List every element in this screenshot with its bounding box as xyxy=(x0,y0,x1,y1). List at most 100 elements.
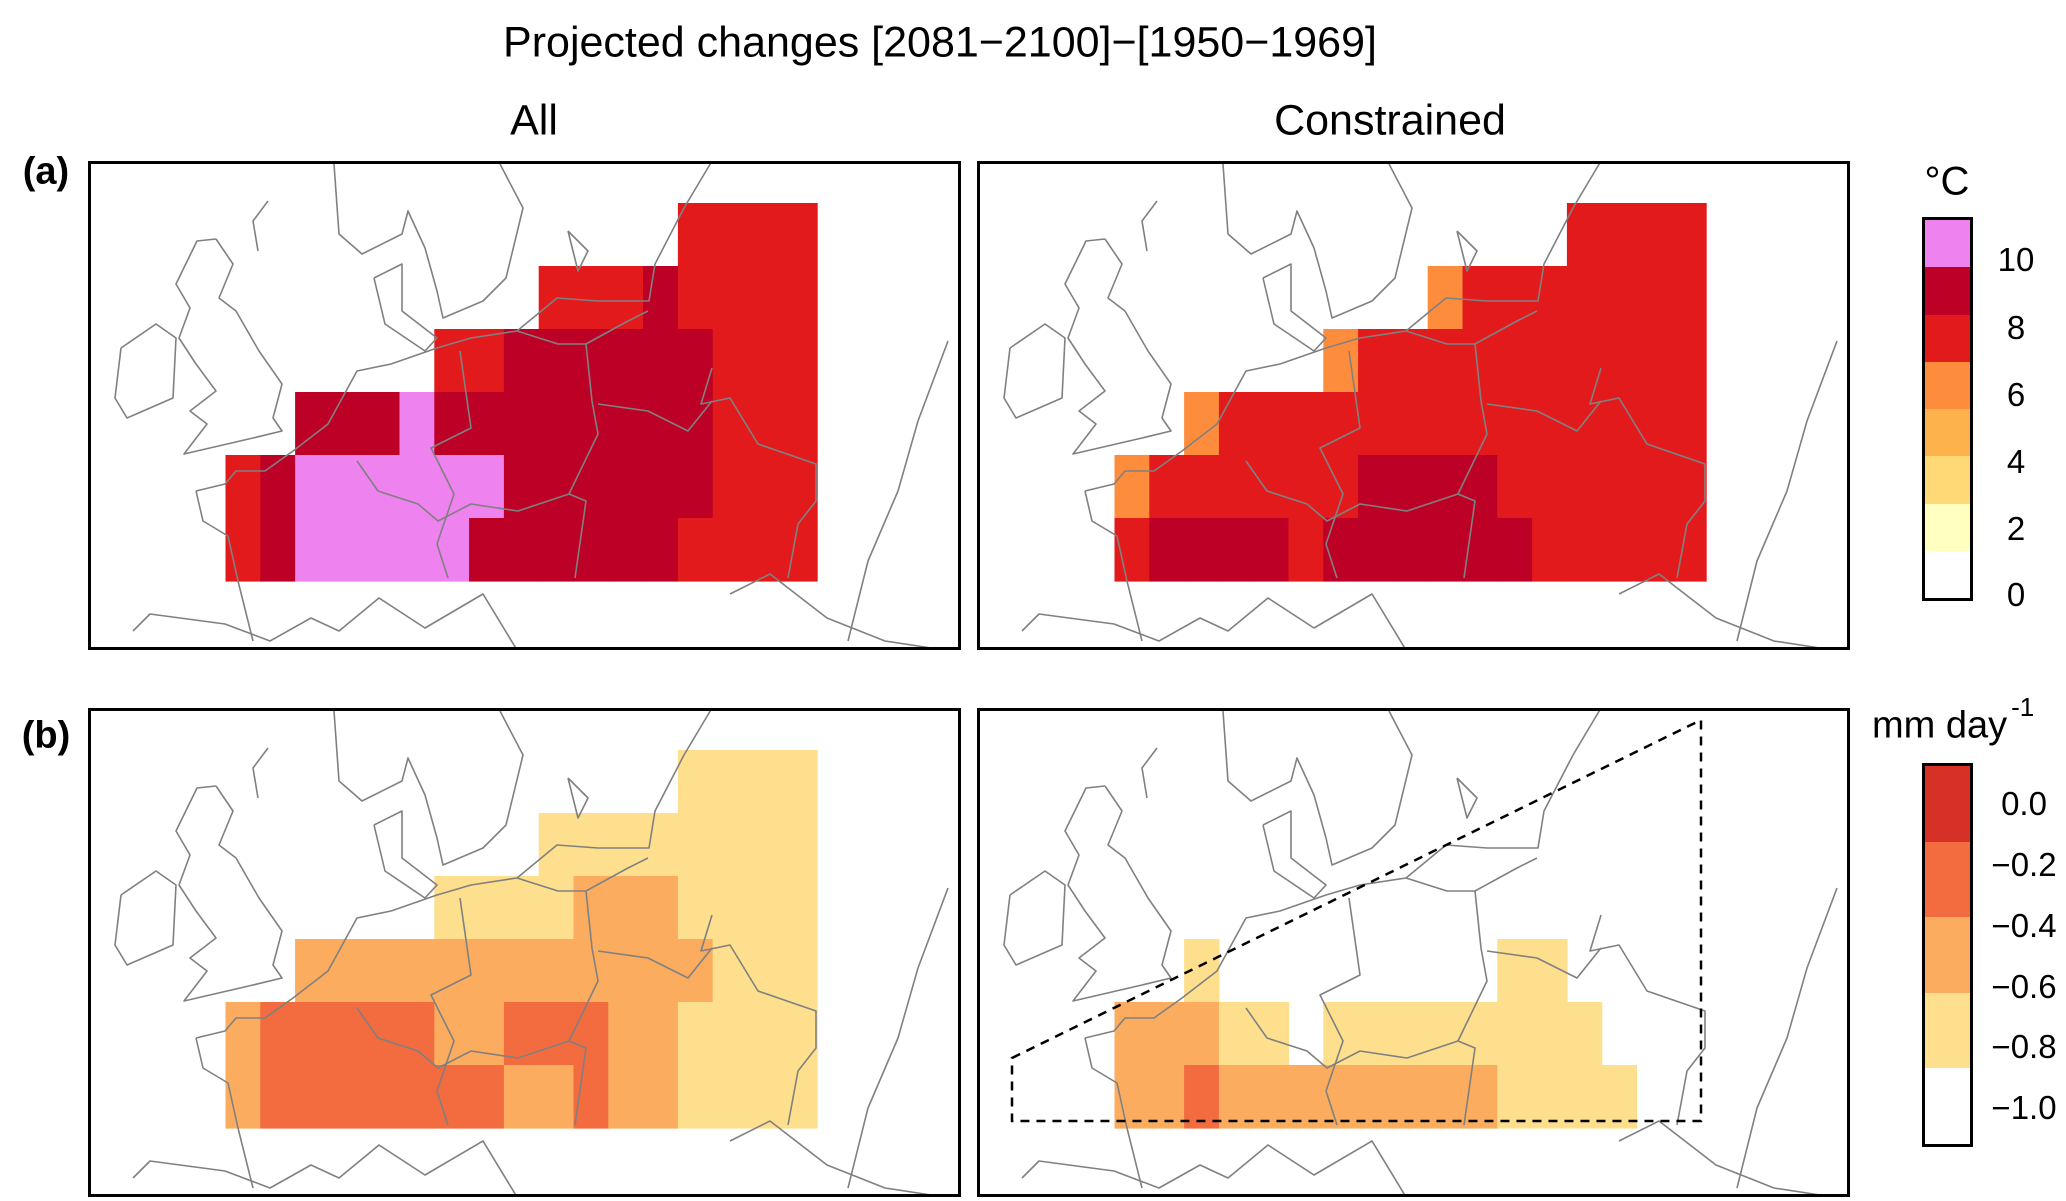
grid-cell xyxy=(260,1065,296,1129)
grid-cell xyxy=(643,1002,679,1066)
colorbar-tick-label: 6 xyxy=(2006,376,2026,413)
map-panel-b-all xyxy=(88,708,961,1197)
grid-cell xyxy=(712,750,749,814)
grid-cell xyxy=(1462,1002,1498,1066)
grid-cell xyxy=(1149,455,1185,519)
grid-cell xyxy=(1392,329,1429,393)
grid-cell xyxy=(538,1002,575,1066)
grid-cell xyxy=(782,455,818,519)
legend-a-unit: °C xyxy=(1924,159,1970,204)
grid-cell xyxy=(712,813,749,877)
grid-cell xyxy=(469,1065,505,1129)
grid-cell xyxy=(1566,1002,1603,1066)
grid-cell xyxy=(1462,329,1498,393)
grid-cell xyxy=(712,266,749,330)
grid-cell xyxy=(469,392,505,456)
grid-cell xyxy=(1462,455,1498,519)
grid-cell xyxy=(1427,392,1464,456)
grid-cell xyxy=(608,266,644,330)
grid-cell xyxy=(225,1002,261,1066)
colorbar-tick-label: 0.0 xyxy=(2001,785,2047,822)
grid-cell xyxy=(608,329,644,393)
grid-cell xyxy=(1497,939,1533,1003)
grid-cell xyxy=(677,455,714,519)
grid-cell xyxy=(295,1065,331,1129)
grid-cell xyxy=(1323,392,1359,456)
grid-cell xyxy=(1566,1065,1603,1129)
grid-cell xyxy=(1392,455,1429,519)
grid-cell xyxy=(712,1065,749,1129)
legend-b-unit-sup: -1 xyxy=(2011,692,2035,722)
grid-cell xyxy=(503,939,540,1003)
colorbar-bin xyxy=(1925,267,1970,315)
grid-cell xyxy=(364,518,401,582)
grid-cell xyxy=(329,939,366,1003)
grid-cell xyxy=(538,939,575,1003)
grid-cell xyxy=(364,1002,401,1066)
grid-cell xyxy=(1427,455,1464,519)
grid-cell xyxy=(1358,518,1394,582)
grid-cell xyxy=(677,813,714,877)
grid-cell xyxy=(643,329,679,393)
grid-cell xyxy=(1462,392,1498,456)
grid-cell xyxy=(608,939,644,1003)
grid-cell xyxy=(1671,518,1707,582)
colorbar-precipitation xyxy=(1922,763,1973,1147)
grid-cell xyxy=(1497,266,1533,330)
grid-cell xyxy=(1427,1002,1464,1066)
grid-cell xyxy=(1671,455,1707,519)
grid-cell xyxy=(1218,392,1255,456)
grid-cell xyxy=(782,876,818,940)
grid-cell xyxy=(1497,1065,1533,1129)
grid-cell xyxy=(1636,203,1672,267)
grid-cell xyxy=(608,518,644,582)
grid-cell xyxy=(1671,266,1707,330)
grid-cell xyxy=(503,518,540,582)
grid-cell xyxy=(434,939,470,1003)
grid-cell xyxy=(747,203,783,267)
grid-cell xyxy=(364,1065,401,1129)
grid-cell xyxy=(677,1002,714,1066)
grid-cell xyxy=(677,266,714,330)
grid-cell xyxy=(1601,518,1638,582)
grid-cell xyxy=(538,1065,575,1129)
colorbar-tick-label: 10 xyxy=(1997,241,2035,278)
grid-cell xyxy=(399,939,435,1003)
grid-cell xyxy=(1323,1065,1359,1129)
grid-cell xyxy=(1288,455,1324,519)
grid-cell xyxy=(1114,1002,1150,1066)
row-label-b: (b) xyxy=(21,714,71,757)
grid-cell xyxy=(503,329,540,393)
grid-cell xyxy=(1566,266,1603,330)
grid-cell xyxy=(1532,266,1568,330)
grid-cell xyxy=(434,518,470,582)
grid-cell xyxy=(1566,203,1603,267)
grid-cell xyxy=(643,813,679,877)
grid-cell xyxy=(782,813,818,877)
grid-cell xyxy=(1566,392,1603,456)
grid-cell xyxy=(469,939,505,1003)
colorbar-bin xyxy=(1925,917,1970,993)
grid-cell xyxy=(329,1065,366,1129)
panel-frame xyxy=(88,161,961,650)
grid-cell xyxy=(782,518,818,582)
grid-cell xyxy=(782,939,818,1003)
grid-cell xyxy=(573,813,609,877)
grid-cell xyxy=(782,329,818,393)
grid-cell xyxy=(399,392,435,456)
grid-cell xyxy=(1497,329,1533,393)
colorbar-tick-label: −0.8 xyxy=(1991,1028,2057,1065)
legend-b-unit: mm day -1 xyxy=(1872,692,2034,748)
grid-cell xyxy=(1253,392,1290,456)
grid-cell xyxy=(608,1065,644,1129)
grid-cell xyxy=(712,939,749,1003)
grid-cell xyxy=(1636,266,1672,330)
colorbar-bin xyxy=(1925,361,1970,409)
grid-cell xyxy=(677,1065,714,1129)
grid-cell xyxy=(573,455,609,519)
grid-cell xyxy=(782,392,818,456)
grid-cell xyxy=(712,1002,749,1066)
grid-cell xyxy=(1671,329,1707,393)
grid-cell xyxy=(747,392,783,456)
grid-cell xyxy=(503,1002,540,1066)
